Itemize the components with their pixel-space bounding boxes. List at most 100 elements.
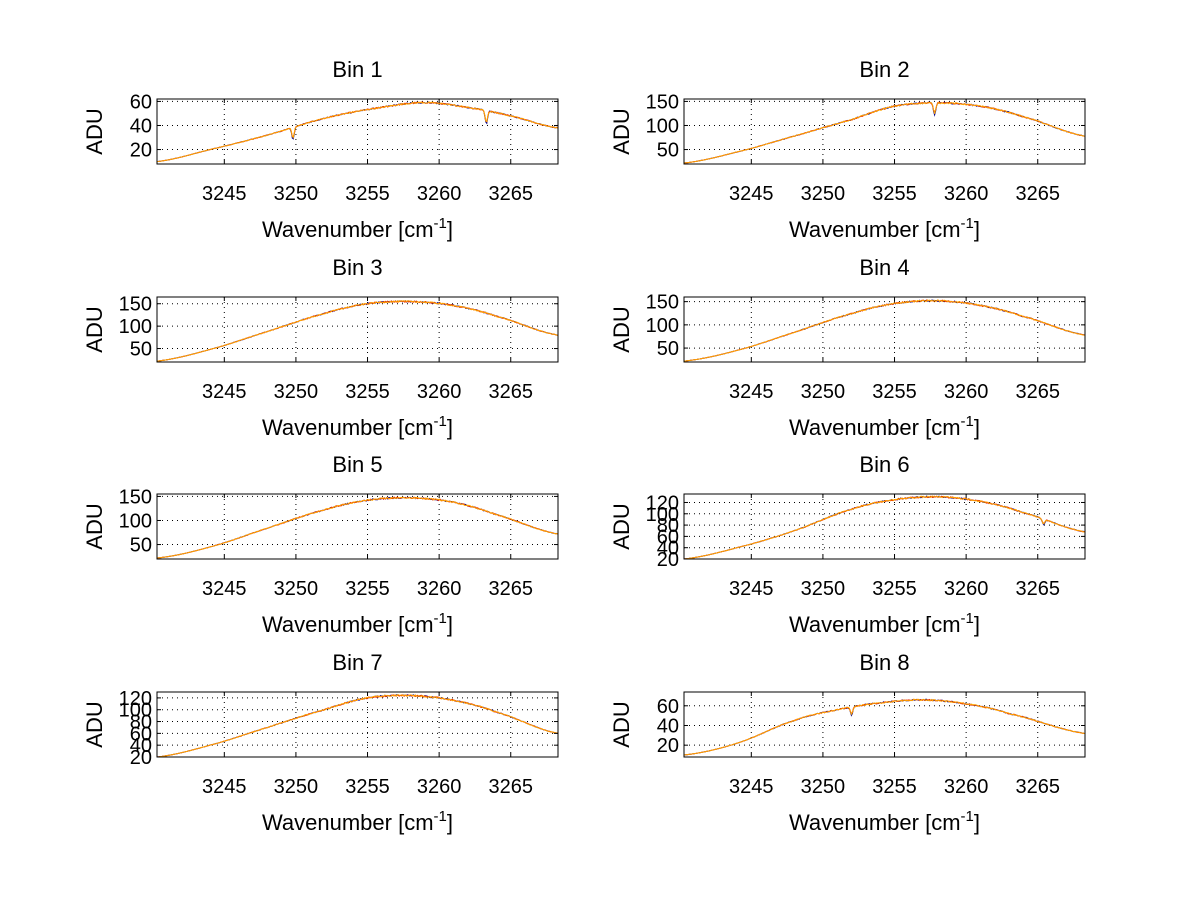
x-axis-label-text: Wavenumber [cm — [262, 217, 434, 242]
spectrum-line-3 — [156, 694, 559, 758]
x-axis-label: Wavenumber [cm-1] — [789, 413, 980, 440]
y-tick-label: 50 — [657, 140, 679, 162]
y-axis-label: ADU — [609, 306, 634, 352]
spectrum-line-2 — [156, 300, 558, 362]
x-tick-label: 3245 — [202, 578, 247, 600]
y-tick-label: 20 — [130, 140, 152, 162]
spectrum-line-3 — [156, 299, 558, 362]
x-tick-label: 3260 — [944, 578, 989, 600]
x-axis-label: Wavenumber [cm-1] — [789, 610, 980, 637]
y-tick-label: 50 — [130, 535, 152, 557]
x-tick-label: 3255 — [345, 776, 390, 798]
x-axis-label-bracket: ] — [974, 810, 980, 835]
y-tick-label: 80 — [657, 515, 679, 537]
axes-box — [156, 98, 559, 165]
x-axis-label-text: Wavenumber [cm — [262, 415, 434, 440]
subplot-title: Bin 6 — [859, 452, 909, 477]
x-axis-label-exponent: -1 — [434, 413, 447, 430]
x-axis-label-exponent: -1 — [961, 215, 974, 232]
x-axis-label-exponent: -1 — [434, 610, 447, 627]
spectrum-line-1 — [156, 300, 559, 362]
y-tick-label: 150 — [646, 91, 679, 113]
axes-box — [683, 296, 1086, 363]
x-tick-label: 3265 — [1015, 776, 1060, 798]
x-tick-label: 3265 — [488, 776, 533, 798]
subplot-title: Bin 8 — [859, 650, 909, 675]
subplot-title: Bin 7 — [332, 650, 382, 675]
x-axis-label: Wavenumber [cm-1] — [789, 808, 980, 835]
y-tick-label: 100 — [119, 510, 152, 532]
x-tick-label: 3265 — [1015, 183, 1060, 205]
subplot-title: Bin 5 — [332, 452, 382, 477]
spectrum-line-1 — [683, 495, 1086, 560]
x-axis-label-text: Wavenumber [cm — [789, 810, 961, 835]
y-tick-label: 100 — [646, 315, 679, 337]
x-axis-label-text: Wavenumber [cm — [789, 217, 961, 242]
x-tick-label: 3255 — [345, 381, 390, 403]
x-tick-label: 3245 — [729, 381, 774, 403]
x-axis-label-text: Wavenumber [cm — [789, 415, 961, 440]
x-axis-label: Wavenumber [cm-1] — [262, 413, 453, 440]
x-tick-label: 3260 — [944, 776, 989, 798]
subplot-title: Bin 2 — [859, 57, 909, 82]
y-tick-label: 80 — [130, 712, 152, 734]
x-axis-label-exponent: -1 — [961, 413, 974, 430]
y-tick-label: 60 — [657, 696, 679, 718]
x-tick-label: 3245 — [202, 381, 247, 403]
y-tick-label: 50 — [130, 339, 152, 361]
x-tick-label: 3250 — [801, 381, 846, 403]
x-tick-label: 3260 — [944, 381, 989, 403]
x-tick-label: 3265 — [488, 578, 533, 600]
x-axis-label-exponent: -1 — [434, 215, 447, 232]
y-tick-label: 100 — [646, 504, 679, 526]
y-axis-label: ADU — [609, 108, 634, 154]
spectrum-line-2 — [156, 496, 559, 559]
y-tick-label: 60 — [657, 526, 679, 548]
x-tick-label: 3265 — [488, 381, 533, 403]
axes-box — [156, 296, 559, 363]
y-tick-label: 60 — [130, 91, 152, 113]
spectrum-line-3 — [683, 495, 1086, 560]
axes-box — [683, 493, 1086, 560]
y-tick-label: 150 — [646, 292, 679, 314]
x-tick-label: 3245 — [729, 776, 774, 798]
y-axis-label: ADU — [609, 503, 634, 549]
x-tick-label: 3250 — [801, 578, 846, 600]
x-axis-label-text: Wavenumber [cm — [262, 810, 434, 835]
y-tick-label: 20 — [657, 735, 679, 757]
x-tick-label: 3245 — [729, 183, 774, 205]
x-tick-label: 3265 — [1015, 381, 1060, 403]
x-tick-label: 3255 — [345, 183, 390, 205]
x-tick-label: 3245 — [729, 578, 774, 600]
x-tick-label: 3250 — [801, 183, 846, 205]
x-axis-label-bracket: ] — [447, 612, 453, 637]
axes-box — [156, 691, 559, 758]
axes-box — [683, 691, 1086, 758]
y-tick-label: 40 — [130, 115, 152, 137]
spectrum-line-3 — [683, 698, 1086, 756]
x-tick-label: 3265 — [1015, 578, 1060, 600]
x-axis-label-bracket: ] — [447, 810, 453, 835]
x-tick-label: 3255 — [872, 381, 917, 403]
y-tick-label: 40 — [657, 715, 679, 737]
y-tick-label: 100 — [646, 115, 679, 137]
y-tick-label: 40 — [130, 735, 152, 757]
x-axis-label-exponent: -1 — [434, 808, 447, 825]
y-tick-label: 20 — [657, 549, 679, 571]
x-tick-label: 3265 — [488, 183, 533, 205]
x-axis-label-bracket: ] — [974, 217, 980, 242]
x-axis-label: Wavenumber [cm-1] — [262, 215, 453, 242]
x-axis-label: Wavenumber [cm-1] — [262, 610, 453, 637]
x-tick-label: 3260 — [417, 578, 462, 600]
y-tick-label: 150 — [119, 294, 152, 316]
spectrum-line-1 — [683, 299, 1086, 362]
x-tick-label: 3250 — [274, 381, 319, 403]
y-tick-label: 50 — [657, 338, 679, 360]
spectrum-line-3 — [156, 496, 559, 559]
